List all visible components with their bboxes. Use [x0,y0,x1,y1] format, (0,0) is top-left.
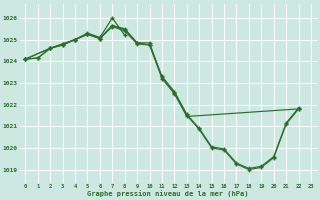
X-axis label: Graphe pression niveau de la mer (hPa): Graphe pression niveau de la mer (hPa) [87,190,249,197]
